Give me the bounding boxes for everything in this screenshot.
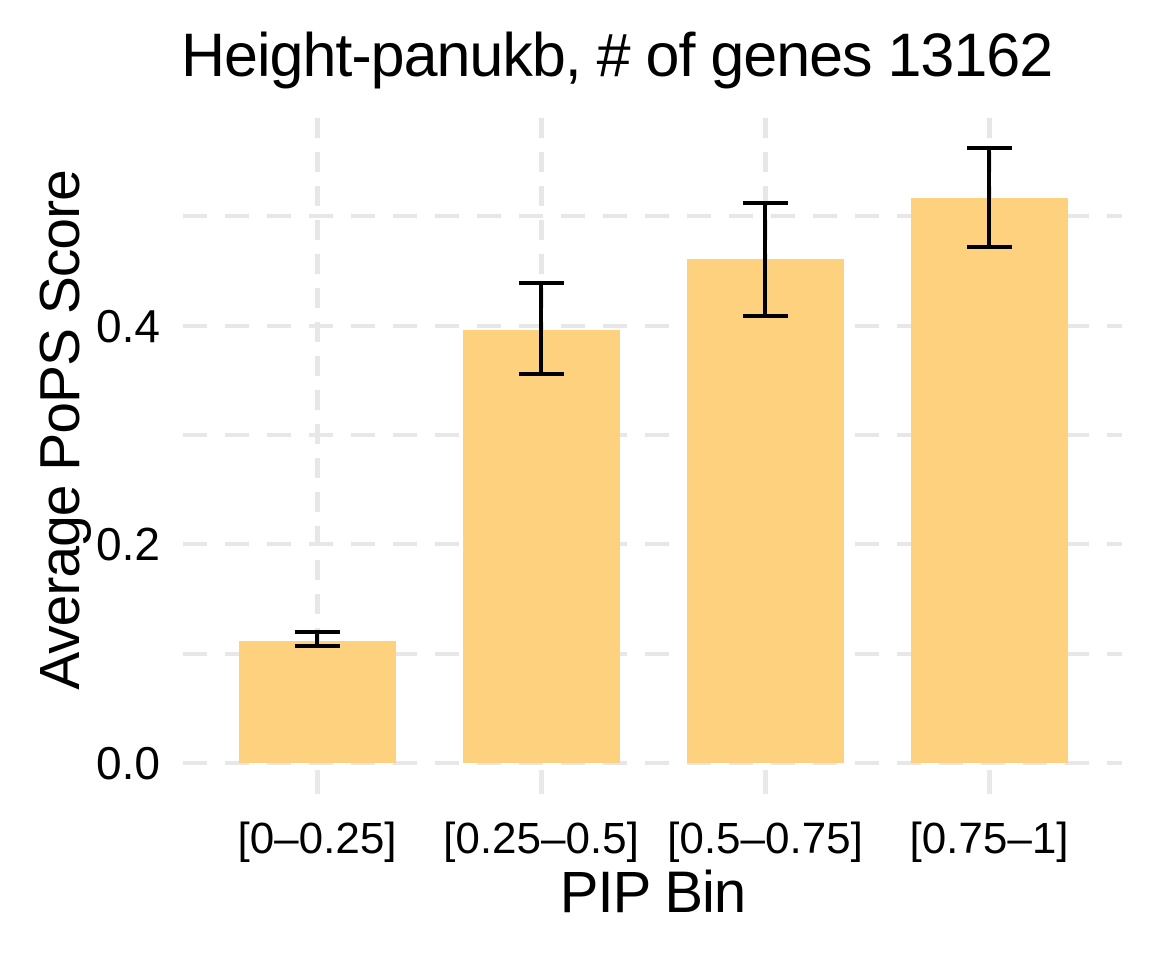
y-tick-label: 0.2 [96, 518, 160, 571]
bar [238, 640, 396, 763]
y-axis-label: Average PoPS Score [28, 170, 92, 690]
h-gridline [183, 542, 1122, 547]
x-tick-label: [0.25–0.5] [443, 814, 639, 863]
x-tick-label: [0–0.25] [237, 814, 397, 863]
bar [910, 197, 1068, 763]
h-gridline [183, 214, 1122, 219]
x-axis-label: PIP Bin [559, 860, 746, 925]
error-bar-cap-top [966, 145, 1012, 150]
h-gridline [183, 323, 1122, 328]
h-gridline [183, 761, 1122, 765]
plot-area [183, 118, 1122, 765]
error-bar-whisker [763, 203, 767, 316]
error-bar-cap-bottom [294, 644, 340, 649]
x-tick-mark [987, 770, 992, 794]
error-bar-cap-top [518, 281, 564, 286]
bar [462, 330, 620, 763]
h-gridline [183, 433, 1122, 438]
x-tick-label: [0.75–1] [909, 814, 1069, 863]
v-gridline [315, 118, 320, 763]
x-tick-label: [0.5–0.75] [667, 814, 863, 863]
error-bar-whisker [987, 147, 991, 247]
bar [686, 259, 844, 763]
error-bar-whisker [539, 283, 543, 374]
h-gridline [183, 651, 1122, 656]
y-tick-label: 0.0 [96, 737, 160, 789]
error-bar-cap-bottom [742, 313, 788, 318]
error-bar-cap-top [294, 629, 340, 634]
error-bar-whisker [315, 631, 319, 647]
y-tick-label: 0.4 [96, 299, 160, 352]
error-bar-cap-bottom [966, 245, 1012, 249]
x-tick-mark [763, 770, 768, 794]
error-bar-cap-bottom [518, 371, 564, 376]
x-tick-mark [539, 770, 544, 794]
x-tick-mark [315, 770, 320, 794]
chart-title: Height-panukb, # of genes 13162 [181, 21, 1053, 89]
error-bar-cap-top [742, 201, 788, 206]
